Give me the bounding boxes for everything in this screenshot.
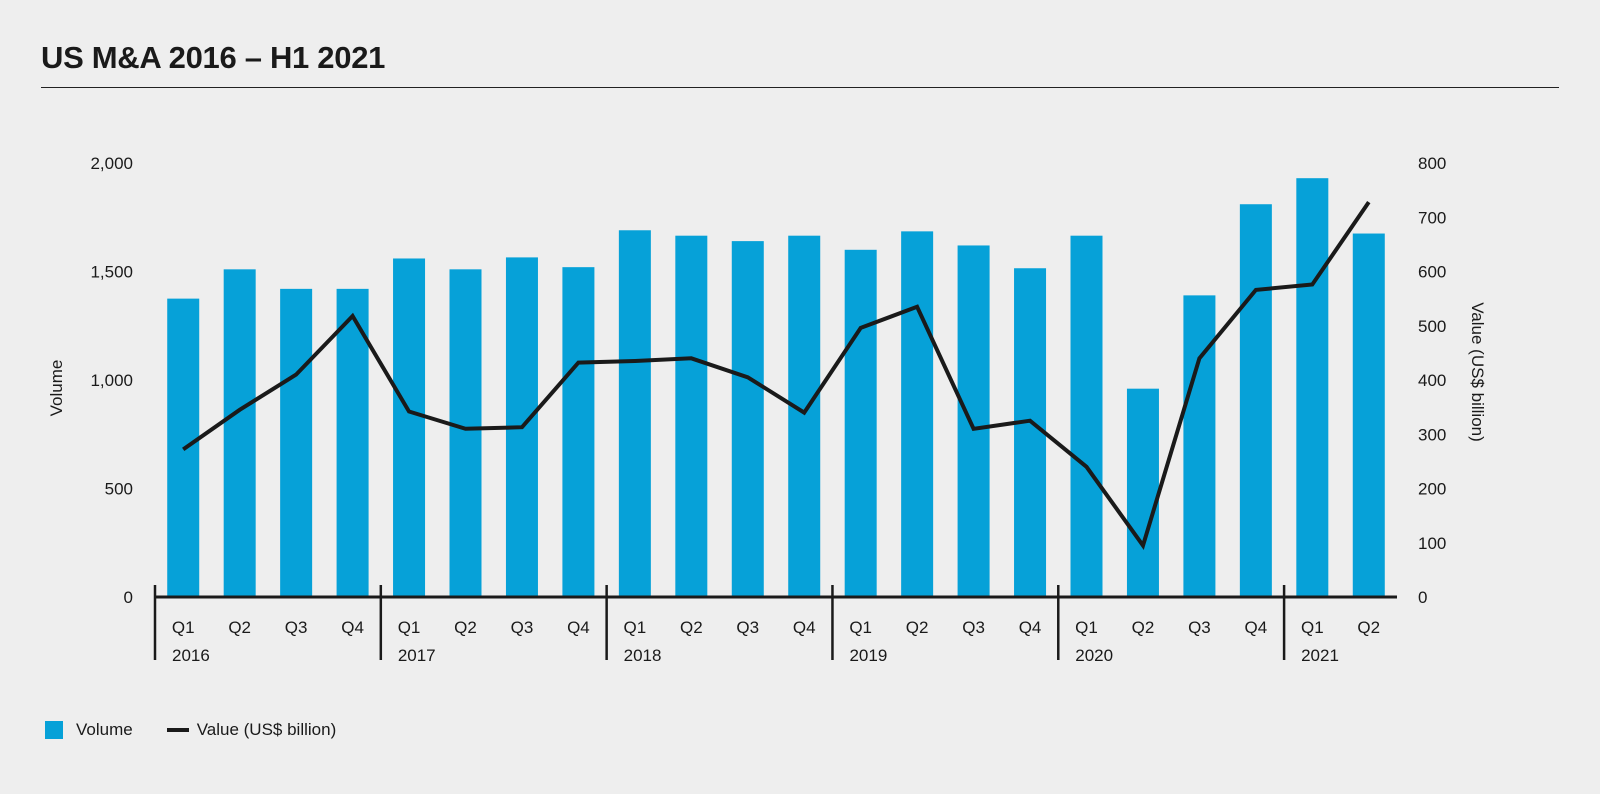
bar-volume xyxy=(844,249,877,598)
y-right-tick-label: 600 xyxy=(1418,263,1446,282)
year-label: 2020 xyxy=(1075,646,1113,665)
y-right-tick-label: 400 xyxy=(1418,371,1446,390)
bar-volume xyxy=(901,231,934,598)
bar-volume xyxy=(675,235,708,597)
legend-swatch-value xyxy=(166,728,189,732)
x-tick-label: Q4 xyxy=(1019,618,1042,637)
legend-item-volume: Volume xyxy=(45,720,133,740)
bar-volume xyxy=(618,230,651,597)
title-divider xyxy=(41,87,1559,88)
x-tick-label: Q1 xyxy=(624,618,647,637)
x-tick-label: Q4 xyxy=(341,618,364,637)
legend-label-value: Value (US$ billion) xyxy=(196,720,337,739)
line-value xyxy=(182,200,1371,550)
legend-item-value: Value (US$ billion) xyxy=(166,720,337,740)
x-tick-label: Q2 xyxy=(680,618,703,637)
y-left-tick-label: 1,000 xyxy=(90,371,133,390)
y-right-tick-label: 100 xyxy=(1418,534,1446,553)
y-right-tick-label: 700 xyxy=(1418,208,1446,227)
bar-volume xyxy=(562,267,595,597)
x-tick-label: Q2 xyxy=(454,618,477,637)
bar-volume xyxy=(223,269,256,597)
year-label: 2018 xyxy=(624,646,662,665)
x-tick-label: Q1 xyxy=(398,618,421,637)
bar-volume xyxy=(1070,235,1103,597)
y-right-tick-label: 200 xyxy=(1418,480,1446,499)
x-tick-label: Q2 xyxy=(228,618,251,637)
legend-label-volume: Volume xyxy=(76,720,133,739)
y-left-tick-label: 500 xyxy=(105,480,133,499)
bar-volume xyxy=(336,288,369,597)
x-tick-label: Q1 xyxy=(1301,618,1324,637)
x-tick-label: Q1 xyxy=(172,618,195,637)
x-tick-label: Q4 xyxy=(567,618,590,637)
bar-volume xyxy=(280,288,313,597)
legend: Volume Value (US$ billion) xyxy=(45,720,370,740)
x-tick-label: Q3 xyxy=(962,618,985,637)
legend-swatch-volume xyxy=(45,721,63,739)
y-left-tick-label: 2,000 xyxy=(90,154,133,173)
bar-volume xyxy=(393,258,426,597)
chart-title: US M&A 2016 – H1 2021 xyxy=(41,40,386,75)
y-right-tick-label: 800 xyxy=(1418,154,1446,173)
y-left-axis-title: Volume xyxy=(47,360,66,417)
y-right-axis-title: Value (US$ billion) xyxy=(1468,302,1487,442)
bar-volume xyxy=(1352,233,1385,597)
bar-volume xyxy=(731,241,764,597)
x-tick-label: Q3 xyxy=(511,618,534,637)
x-tick-label: Q3 xyxy=(1188,618,1211,637)
x-tick-label: Q1 xyxy=(849,618,872,637)
bar-volume xyxy=(788,235,821,597)
year-label: 2021 xyxy=(1301,646,1339,665)
x-tick-label: Q4 xyxy=(793,618,816,637)
year-label: 2016 xyxy=(172,646,210,665)
bar-volume xyxy=(449,269,482,597)
y-left-tick-label: 1,500 xyxy=(90,263,133,282)
year-label: 2017 xyxy=(398,646,436,665)
bar-volume xyxy=(1126,388,1159,597)
y-left-tick-label: 0 xyxy=(124,588,133,607)
bar-volume xyxy=(1239,204,1272,598)
x-tick-label: Q2 xyxy=(1132,618,1155,637)
y-right-tick-label: 300 xyxy=(1418,425,1446,444)
year-label: 2019 xyxy=(849,646,887,665)
x-tick-label: Q2 xyxy=(906,618,929,637)
bar-volume xyxy=(1014,268,1047,597)
x-tick-label: Q3 xyxy=(736,618,759,637)
x-tick-label: Q2 xyxy=(1357,618,1380,637)
x-tick-label: Q3 xyxy=(285,618,308,637)
x-tick-label: Q4 xyxy=(1245,618,1268,637)
x-tick-label: Q1 xyxy=(1075,618,1098,637)
y-right-tick-label: 500 xyxy=(1418,317,1446,336)
bar-volume xyxy=(957,245,990,597)
bar-volume xyxy=(1296,178,1329,597)
chart: 0 500 1,000 1,500 2,000 0 100 200 300 400 500 600 70… xyxy=(47,154,1487,665)
y-right-tick-label: 0 xyxy=(1418,588,1427,607)
bar-volume xyxy=(1183,295,1216,597)
